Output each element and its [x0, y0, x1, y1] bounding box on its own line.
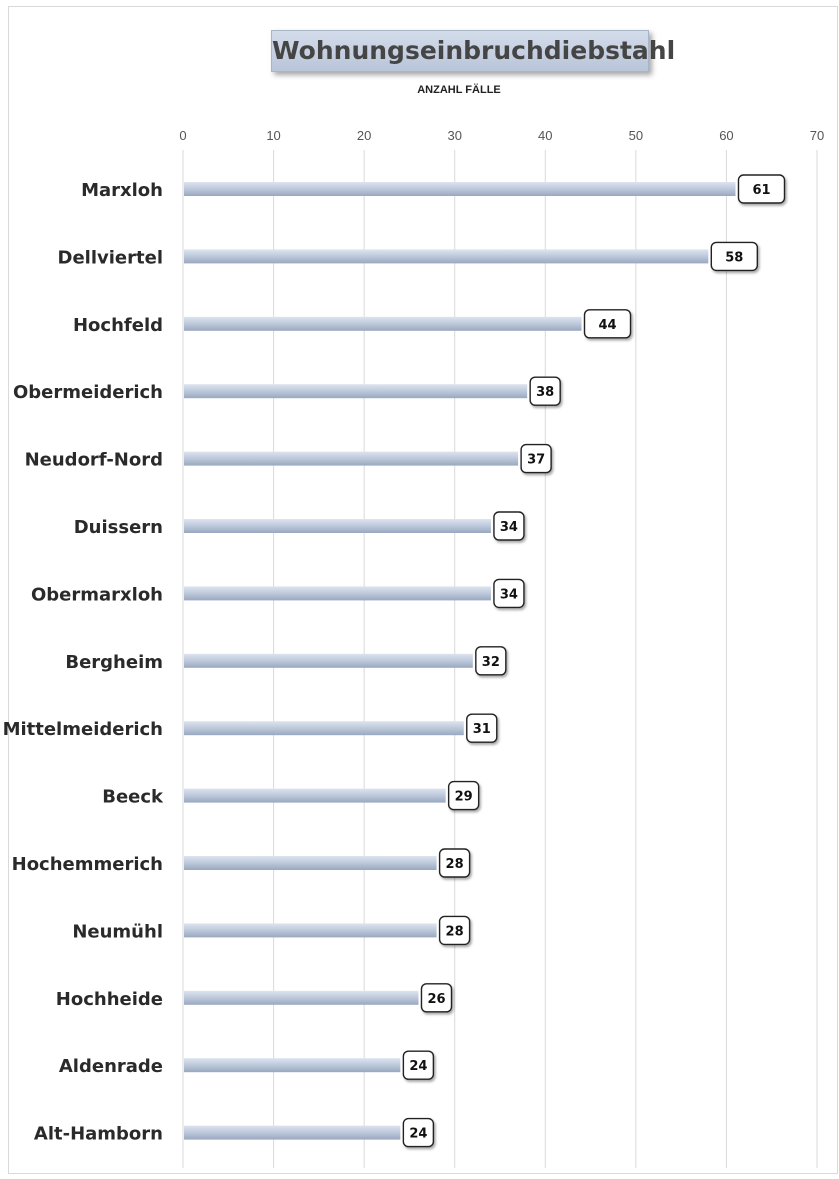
data-label: 37 [520, 443, 552, 474]
data-label-box [402, 1117, 435, 1148]
category-label: Bergheim [65, 652, 163, 673]
data-label-value: 28 [446, 857, 464, 872]
category-labels: Marxloh Dellviertel Hochfeld Obermeiderich N… [3, 180, 164, 1145]
bar-dellviertel [184, 249, 709, 264]
x-axis-ticks: 0 10 20 30 40 50 60 70 [179, 128, 824, 143]
data-label-box [737, 174, 786, 204]
bar-obermeiderich [184, 384, 528, 399]
data-label: 31 [466, 713, 498, 743]
x-tick-label: 10 [266, 128, 280, 143]
data-label: 34 [493, 511, 525, 541]
data-label-box [420, 983, 453, 1013]
x-tick-label: 20 [357, 128, 371, 143]
data-labels: 61 58 44 38 37 34 34 32 31 29 28 28 26 24 24 [402, 174, 786, 1148]
bar-hochfeld [184, 316, 582, 331]
category-label: Aldenrade [59, 1056, 163, 1077]
data-label-box [438, 848, 471, 878]
bar-marxloh [184, 182, 736, 196]
x-tick-label: 60 [719, 128, 733, 143]
data-label: 28 [438, 848, 471, 878]
category-label: Marxloh [81, 180, 163, 201]
data-label-value: 58 [725, 250, 743, 265]
category-label: Duissern [74, 517, 163, 538]
category-label: Dellviertel [58, 247, 163, 268]
data-label-box [466, 713, 498, 743]
category-label: Hochfeld [73, 315, 163, 336]
bar-beeck [184, 788, 446, 803]
bar-alt-hamborn [184, 1125, 401, 1140]
category-label: Hochheide [56, 989, 163, 1010]
bar-obermarxloh [184, 586, 491, 601]
x-tick-label: 50 [629, 128, 643, 143]
x-tick-label: 30 [447, 128, 461, 143]
x-tick-label: 0 [179, 128, 186, 143]
data-label-box [438, 915, 471, 946]
data-label: 44 [583, 309, 632, 339]
category-label: Obermeiderich [13, 382, 163, 403]
data-label-value: 32 [482, 655, 500, 670]
bar-hochheide [184, 990, 419, 1005]
chart-title: Wohnungseinbruchdiebstahl [271, 30, 675, 72]
bar-bergheim [184, 653, 473, 668]
data-label-value: 44 [598, 318, 616, 333]
data-label-box [493, 511, 525, 541]
category-label: Beeck [102, 787, 164, 808]
data-label: 38 [529, 376, 561, 406]
data-label: 28 [438, 915, 471, 946]
data-label-value: 29 [455, 790, 473, 805]
data-label-box [520, 443, 552, 474]
bar-mittelmeiderich [184, 721, 464, 736]
category-label: Mittelmeiderich [3, 719, 163, 740]
bars [184, 182, 736, 1140]
data-label-value: 31 [473, 722, 491, 737]
data-label-value: 34 [500, 587, 518, 602]
data-label: 34 [493, 578, 525, 609]
data-label: 61 [737, 174, 786, 204]
data-label-box [402, 1050, 435, 1080]
data-label: 32 [475, 646, 507, 676]
data-label-box [493, 578, 525, 609]
data-label-box [710, 241, 759, 272]
data-label-value: 24 [409, 1059, 427, 1074]
data-label: 58 [710, 241, 759, 272]
data-label-value: 38 [536, 385, 554, 400]
bar-neudorf-nord [184, 451, 519, 466]
data-label-value: 28 [446, 924, 464, 939]
data-label: 24 [402, 1117, 435, 1148]
data-label: 26 [420, 983, 453, 1013]
data-label-box [529, 376, 561, 406]
category-label: Alt-Hamborn [34, 1124, 163, 1145]
data-label: 24 [402, 1050, 435, 1080]
data-label: 29 [447, 780, 480, 811]
category-label: Neumühl [72, 921, 163, 942]
data-label-value: 61 [752, 183, 770, 198]
data-label-box [583, 309, 632, 339]
data-label-box [447, 780, 480, 811]
bar-neumühl [184, 923, 437, 938]
bar-hochemmerich [184, 856, 437, 870]
data-label-box [475, 646, 507, 676]
category-label: Hochemmerich [12, 854, 163, 875]
chart-subtitle: ANZAHL FÄLLE [417, 84, 501, 96]
data-label-value: 34 [500, 520, 518, 535]
bar-aldenrade [184, 1058, 401, 1073]
category-label: Neudorf-Nord [25, 450, 163, 471]
category-label: Obermarxloh [31, 584, 163, 605]
x-tick-label: 70 [810, 128, 824, 143]
data-label-value: 37 [527, 453, 545, 468]
x-tick-label: 40 [538, 128, 552, 143]
bar-duissern [184, 519, 491, 533]
data-label-value: 24 [409, 1127, 427, 1142]
data-label-value: 26 [427, 992, 445, 1007]
